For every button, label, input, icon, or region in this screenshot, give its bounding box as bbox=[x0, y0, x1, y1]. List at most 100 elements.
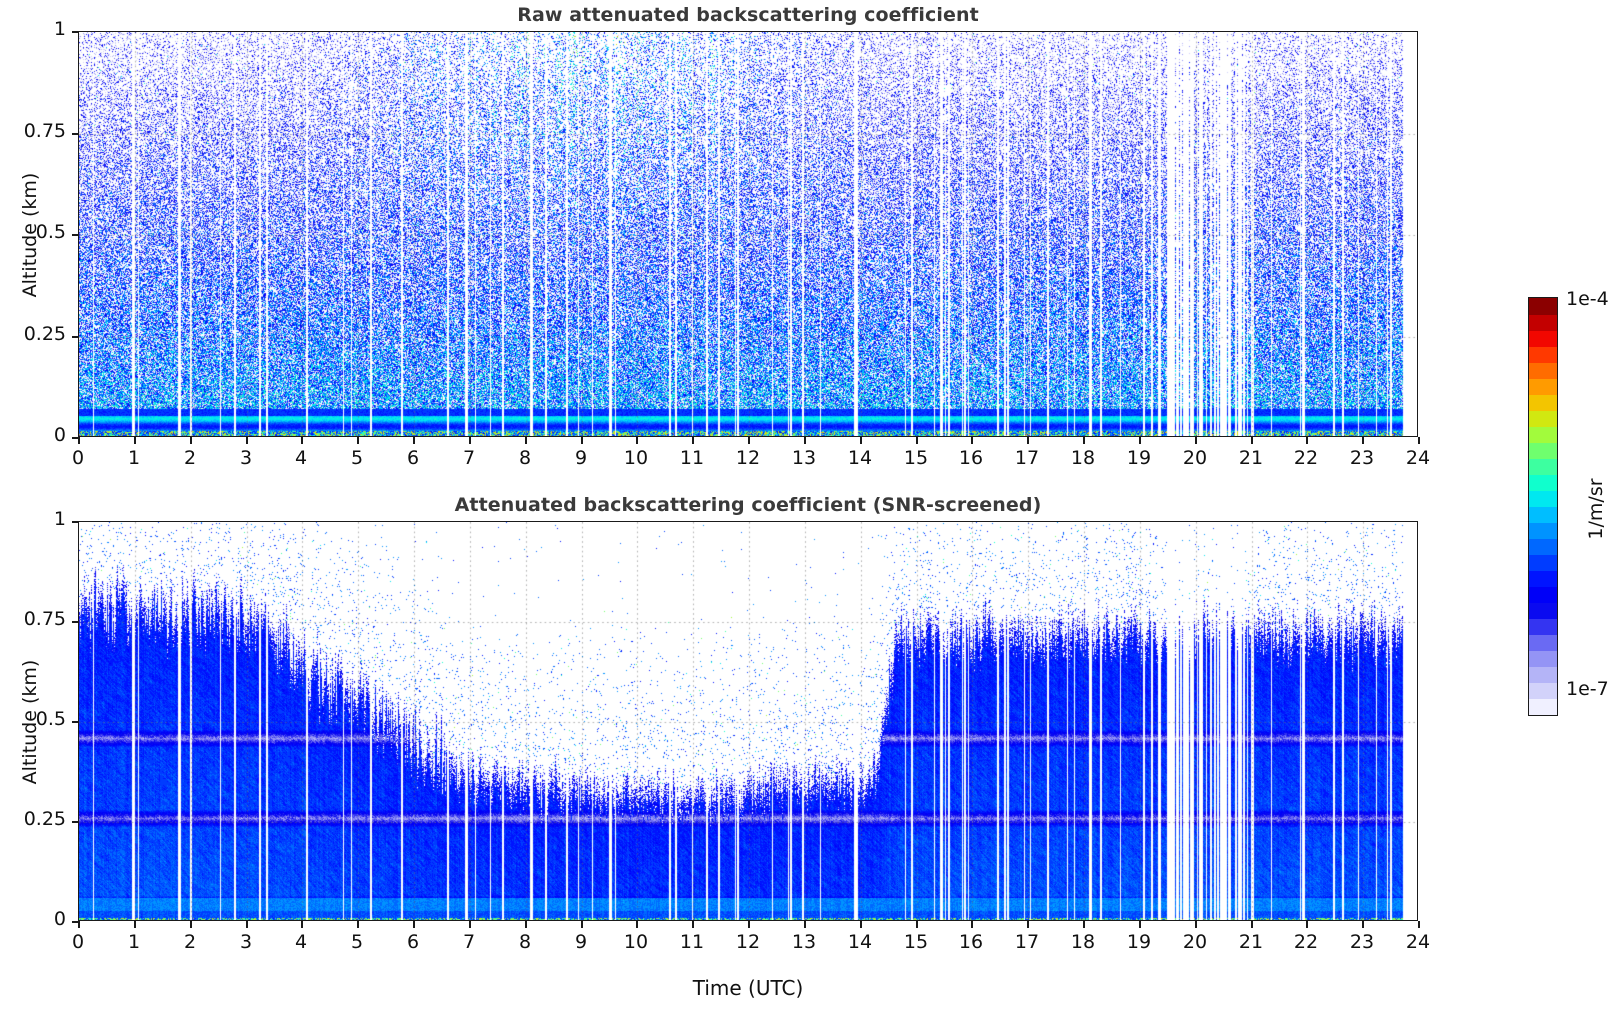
y-axis-label-raw: Altitude (km) bbox=[19, 172, 41, 298]
x-tick-label: 2 bbox=[183, 931, 197, 953]
x-tick-label: 6 bbox=[406, 447, 420, 469]
x-tick-label: 23 bbox=[1349, 447, 1375, 469]
y-tick-label: 0 bbox=[53, 908, 66, 930]
y-tick-mark bbox=[72, 921, 78, 923]
x-tick-label: 11 bbox=[679, 931, 705, 953]
x-tick-label: 3 bbox=[239, 931, 253, 953]
x-tick-mark bbox=[748, 437, 750, 444]
x-tick-mark bbox=[301, 921, 303, 928]
x-tick-label: 24 bbox=[1405, 447, 1431, 469]
x-tick-mark bbox=[804, 921, 806, 928]
x-tick-label: 1 bbox=[127, 447, 141, 469]
x-tick-label: 4 bbox=[294, 931, 308, 953]
colorbar-segment bbox=[1529, 346, 1557, 363]
x-tick-label: 10 bbox=[623, 447, 649, 469]
x-axis-label: Time (UTC) bbox=[692, 976, 804, 1000]
x-tick-mark bbox=[246, 437, 248, 444]
y-tick-label: 0.5 bbox=[35, 708, 66, 730]
x-tick-label: 20 bbox=[1182, 931, 1208, 953]
x-tick-mark bbox=[1139, 921, 1141, 928]
x-tick-mark bbox=[246, 921, 248, 928]
x-tick-mark bbox=[357, 437, 359, 444]
colorbar-segment bbox=[1529, 650, 1557, 667]
colorbar-segment bbox=[1529, 570, 1557, 587]
x-tick-label: 24 bbox=[1405, 931, 1431, 953]
x-tick-mark bbox=[860, 921, 862, 928]
x-tick-label: 1 bbox=[127, 931, 141, 953]
x-tick-label: 21 bbox=[1238, 447, 1264, 469]
x-tick-label: 3 bbox=[239, 447, 253, 469]
x-tick-mark bbox=[1195, 437, 1197, 444]
x-tick-mark bbox=[1418, 921, 1420, 928]
x-tick-label: 21 bbox=[1238, 931, 1264, 953]
x-tick-label: 18 bbox=[1070, 447, 1096, 469]
colorbar-segment bbox=[1529, 314, 1557, 331]
panel-title-screened: Attenuated backscattering coefficient (S… bbox=[454, 494, 1042, 516]
y-tick-label: 1 bbox=[53, 508, 66, 530]
y-tick-mark bbox=[72, 234, 78, 236]
colorbar-segment bbox=[1529, 490, 1557, 507]
x-tick-mark bbox=[525, 437, 527, 444]
x-tick-label: 12 bbox=[735, 447, 761, 469]
y-axis-label-screened: Altitude (km) bbox=[19, 659, 41, 785]
x-tick-label: 19 bbox=[1126, 447, 1152, 469]
x-tick-label: 9 bbox=[574, 931, 588, 953]
colorbar-segment bbox=[1529, 538, 1557, 555]
colorbar-segment bbox=[1529, 666, 1557, 683]
heatmap-screened bbox=[79, 522, 1417, 920]
x-tick-mark bbox=[1027, 437, 1029, 444]
x-tick-label: 13 bbox=[791, 931, 817, 953]
x-tick-mark bbox=[581, 921, 583, 928]
y-tick-mark bbox=[72, 821, 78, 823]
x-tick-label: 16 bbox=[958, 447, 984, 469]
x-tick-label: 19 bbox=[1126, 931, 1152, 953]
x-tick-mark bbox=[804, 437, 806, 444]
panel-title-raw: Raw attenuated backscattering coefficien… bbox=[517, 4, 979, 26]
y-tick-mark bbox=[72, 721, 78, 723]
x-tick-label: 22 bbox=[1293, 447, 1319, 469]
plot-area-raw[interactable] bbox=[78, 31, 1418, 437]
y-tick-label: 1 bbox=[53, 18, 66, 40]
x-tick-label: 5 bbox=[350, 447, 364, 469]
x-tick-label: 15 bbox=[903, 447, 929, 469]
x-tick-label: 2 bbox=[183, 447, 197, 469]
x-tick-mark bbox=[1306, 437, 1308, 444]
x-tick-mark bbox=[413, 921, 415, 928]
colorbar-segment bbox=[1529, 426, 1557, 443]
x-tick-mark bbox=[748, 921, 750, 928]
colorbar-segment bbox=[1529, 586, 1557, 603]
x-tick-label: 5 bbox=[350, 931, 364, 953]
colorbar-segment bbox=[1529, 410, 1557, 427]
colorbar-segment bbox=[1529, 682, 1557, 699]
x-tick-mark bbox=[469, 437, 471, 444]
x-tick-label: 13 bbox=[791, 447, 817, 469]
x-tick-mark bbox=[190, 437, 192, 444]
x-tick-mark bbox=[301, 437, 303, 444]
x-tick-mark bbox=[971, 921, 973, 928]
x-tick-label: 4 bbox=[294, 447, 308, 469]
colorbar-segment bbox=[1529, 474, 1557, 491]
x-tick-mark bbox=[78, 437, 80, 444]
x-tick-mark bbox=[1306, 921, 1308, 928]
x-tick-label: 9 bbox=[574, 447, 588, 469]
x-tick-label: 17 bbox=[1014, 447, 1040, 469]
x-tick-mark bbox=[1083, 437, 1085, 444]
x-tick-mark bbox=[692, 437, 694, 444]
heatmap-raw bbox=[79, 32, 1417, 436]
x-tick-mark bbox=[525, 921, 527, 928]
x-tick-mark bbox=[134, 921, 136, 928]
x-tick-mark bbox=[357, 921, 359, 928]
x-tick-mark bbox=[916, 921, 918, 928]
colorbar-segment bbox=[1529, 362, 1557, 379]
y-tick-label: 0.5 bbox=[35, 221, 66, 243]
x-tick-mark bbox=[1362, 921, 1364, 928]
colorbar-segment bbox=[1529, 554, 1557, 571]
plot-area-screened[interactable] bbox=[78, 521, 1418, 921]
colorbar[interactable] bbox=[1528, 297, 1558, 716]
x-tick-label: 11 bbox=[679, 447, 705, 469]
y-tick-label: 0.75 bbox=[23, 120, 66, 142]
x-tick-mark bbox=[1251, 437, 1253, 444]
x-tick-mark bbox=[636, 437, 638, 444]
x-tick-mark bbox=[78, 921, 80, 928]
